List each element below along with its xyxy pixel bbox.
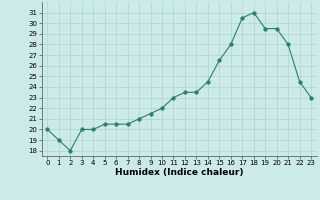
X-axis label: Humidex (Indice chaleur): Humidex (Indice chaleur)	[115, 168, 244, 177]
